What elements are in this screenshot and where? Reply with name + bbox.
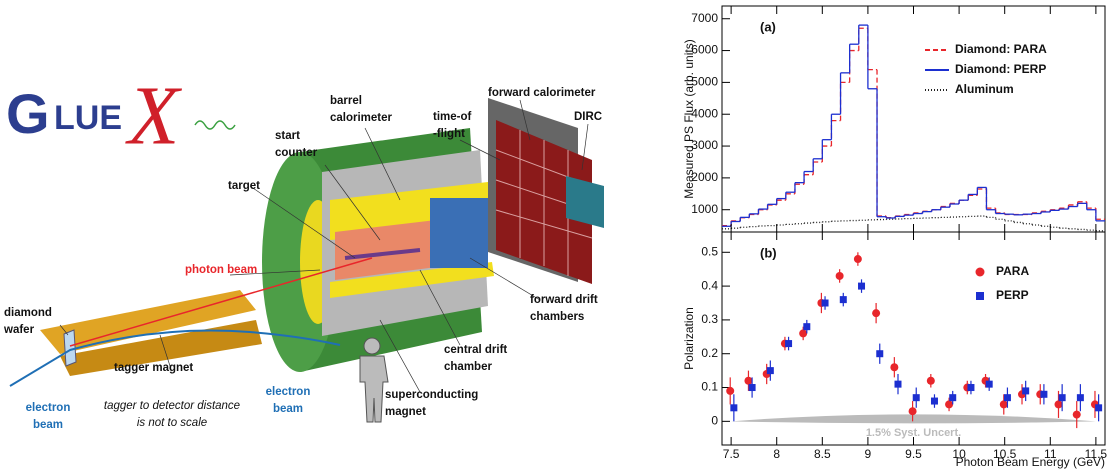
point [749, 384, 756, 391]
figure: GLUEXforward calorimeter DIRC time-of -flig… [0, 0, 1109, 470]
legend-label: PERP [996, 288, 1029, 302]
point [1095, 404, 1102, 411]
point [931, 398, 938, 405]
y-tick-label: 7000 [691, 11, 718, 25]
syst-band [731, 414, 1096, 423]
y-tick-label: 0.5 [701, 244, 718, 258]
legend-swatch [976, 268, 985, 277]
forward-drift-chambers [430, 198, 488, 268]
point [1040, 391, 1047, 398]
charts: 1000200030004000500060007000(a)Measured … [682, 6, 1107, 469]
y-tick-label: 0 [711, 414, 718, 428]
diagram-label: wafer [3, 324, 35, 336]
y-axis-title: Polarization [682, 307, 696, 370]
diagram-label: magnet [385, 406, 426, 418]
point [949, 394, 956, 401]
diagram-label: start [275, 130, 300, 142]
point [744, 377, 752, 385]
x-tick-label: 7.5 [723, 447, 740, 461]
y-tick-label: 0.3 [701, 312, 718, 326]
point [803, 323, 810, 330]
point [730, 404, 737, 411]
diagram-label: central drift [444, 344, 507, 356]
diagram-label: beam [273, 403, 303, 415]
point [822, 300, 829, 307]
diagram-label: DIRC [574, 111, 602, 123]
point [785, 340, 792, 347]
diagram-label: barrel [330, 95, 362, 107]
point [927, 377, 935, 385]
y-tick-label: 0.2 [701, 346, 718, 360]
point [836, 272, 844, 280]
diagram-label: tagger to detector distance [104, 400, 240, 412]
logo-wave [195, 121, 235, 129]
point [913, 394, 920, 401]
logo-lue: LUE [54, 99, 122, 137]
diagram-label: forward drift [530, 294, 598, 306]
point [840, 296, 847, 303]
annotation: 1.5% Syst. Uncert. [866, 427, 961, 439]
legend-label: Aluminum [955, 82, 1014, 96]
x-tick-label: 8 [773, 447, 780, 461]
point [876, 350, 883, 357]
point [890, 363, 898, 371]
point [945, 400, 953, 408]
x-axis-title: Photon Beam Energy (GeV) [956, 455, 1105, 469]
point [1022, 387, 1029, 394]
logo-g: G [6, 82, 50, 145]
point [986, 381, 993, 388]
diagram-label: is not to scale [137, 417, 207, 429]
y-tick-label: 1000 [691, 202, 718, 216]
point [1000, 400, 1008, 408]
diagram-label: photon beam [185, 264, 257, 276]
y-tick-label: 0.1 [701, 380, 718, 394]
diagram-label: electron [26, 402, 71, 414]
x-tick-label: 9 [865, 447, 872, 461]
diagram-label: calorimeter [330, 112, 393, 124]
legend-label: Diamond: PARA [955, 42, 1047, 56]
diagram-label: electron [266, 386, 311, 398]
y-tick-label: 0.4 [701, 278, 718, 292]
panel-label: (b) [760, 245, 777, 260]
diagram-label: counter [275, 147, 318, 159]
legend-label: PARA [996, 264, 1029, 278]
point [767, 367, 774, 374]
diagram-label: chamber [444, 361, 492, 373]
point [872, 309, 880, 317]
diagram-label: forward calorimeter [488, 87, 596, 99]
x-tick-label: 9.5 [905, 447, 922, 461]
diagram-label: -flight [433, 128, 465, 140]
point [1073, 411, 1081, 419]
diagram-label: chambers [530, 311, 584, 323]
diagram-label: diamond [4, 307, 52, 319]
point [967, 384, 974, 391]
point [854, 255, 862, 263]
point [1004, 394, 1011, 401]
point [1054, 400, 1062, 408]
person-head [364, 338, 380, 354]
diagram-label: tagger magnet [114, 362, 193, 374]
point [799, 329, 807, 337]
diagram-label: time-of [433, 111, 472, 123]
logo-x: X [125, 69, 183, 162]
x-tick-label: 8.5 [814, 447, 831, 461]
y-axis-title: Measured PS Flux (arb. units) [682, 39, 696, 198]
person-body [360, 356, 388, 422]
point [726, 387, 734, 395]
diagram-label: superconducting [385, 389, 478, 401]
point [1077, 394, 1084, 401]
legend-label: Diamond: PERP [955, 62, 1046, 76]
point [858, 283, 865, 290]
panel-label: (a) [760, 19, 776, 34]
legend-swatch [976, 292, 984, 300]
point [909, 407, 917, 415]
point [1059, 394, 1066, 401]
point [894, 381, 901, 388]
diagram-label: target [228, 180, 260, 192]
diagram-label: beam [33, 419, 63, 431]
